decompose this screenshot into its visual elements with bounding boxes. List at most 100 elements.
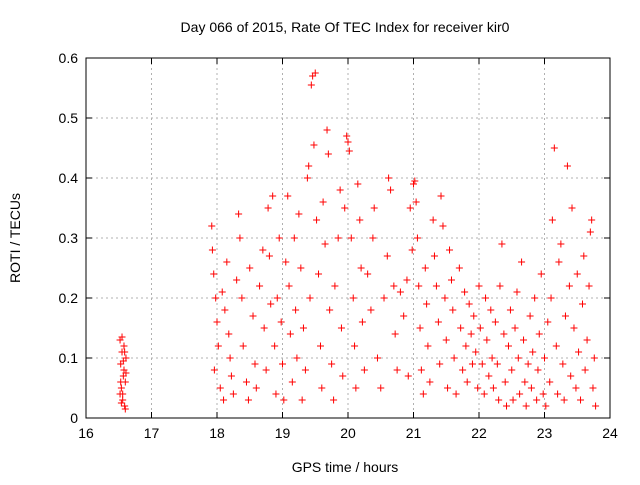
data-point <box>589 384 597 392</box>
data-point <box>444 384 452 392</box>
data-point <box>493 360 501 368</box>
data-point <box>284 192 292 200</box>
data-point <box>441 294 449 302</box>
data-point <box>447 276 455 284</box>
y-tick-label: 0.1 <box>59 350 79 366</box>
data-point <box>301 366 309 374</box>
data-point <box>489 384 497 392</box>
data-point <box>393 366 401 374</box>
data-point <box>534 366 542 374</box>
data-point <box>262 366 270 374</box>
data-point <box>485 372 493 380</box>
data-point <box>369 234 377 242</box>
x-tick-label: 23 <box>537 425 553 441</box>
data-point <box>297 264 305 272</box>
data-point <box>383 252 391 260</box>
y-axis-label: ROTI / TECUs <box>7 193 23 283</box>
data-point <box>269 192 277 200</box>
data-point <box>337 324 345 332</box>
data-point <box>256 282 264 290</box>
data-point <box>450 354 458 362</box>
data-point <box>216 384 224 392</box>
data-point <box>121 348 129 356</box>
data-point <box>330 396 338 404</box>
x-tick-label: 20 <box>340 425 356 441</box>
data-point <box>548 216 556 224</box>
data-point <box>324 150 332 158</box>
data-point <box>461 288 469 296</box>
data-point <box>235 210 243 218</box>
data-point <box>226 354 234 362</box>
data-point <box>572 384 580 392</box>
data-point <box>560 396 568 404</box>
data-point <box>415 282 423 290</box>
data-point <box>567 372 575 380</box>
data-point <box>408 246 416 254</box>
data-point <box>218 288 226 296</box>
data-point <box>242 378 250 386</box>
data-point <box>472 348 480 356</box>
data-point <box>214 342 222 350</box>
data-point <box>467 330 475 338</box>
data-point <box>119 396 127 404</box>
data-point <box>259 246 267 254</box>
data-points <box>116 69 600 413</box>
x-tick-label: 17 <box>144 425 160 441</box>
data-point <box>356 216 364 224</box>
data-point <box>370 204 378 212</box>
data-point <box>430 252 438 260</box>
data-point <box>410 180 417 188</box>
data-point <box>271 342 279 350</box>
data-point <box>561 312 569 320</box>
data-point <box>527 384 535 392</box>
data-point <box>501 378 509 386</box>
data-point <box>347 234 355 242</box>
data-point <box>568 204 576 212</box>
data-point <box>542 402 550 410</box>
data-point <box>396 288 404 296</box>
data-point <box>476 324 484 332</box>
data-point <box>380 294 388 302</box>
data-point <box>118 333 126 341</box>
data-point <box>524 360 532 368</box>
data-point <box>326 306 334 314</box>
data-point <box>299 324 307 332</box>
data-point <box>590 354 598 362</box>
data-point <box>585 282 593 290</box>
data-point <box>436 360 444 368</box>
data-point <box>208 246 216 254</box>
data-point <box>457 324 465 332</box>
data-point <box>352 384 360 392</box>
data-point <box>482 294 490 302</box>
data-point <box>121 402 129 410</box>
data-point <box>331 282 339 290</box>
data-point <box>424 342 432 350</box>
data-point <box>390 282 398 290</box>
data-point <box>336 186 344 194</box>
data-point <box>238 294 246 302</box>
data-point <box>522 402 530 410</box>
data-point <box>539 390 547 398</box>
data-point <box>544 318 552 326</box>
data-point <box>400 312 408 320</box>
data-point <box>442 336 450 344</box>
data-point <box>306 294 314 302</box>
data-point <box>251 360 259 368</box>
data-point <box>529 348 537 356</box>
data-point <box>233 276 241 284</box>
data-point <box>417 366 425 374</box>
data-point <box>303 174 311 182</box>
data-point <box>285 282 293 290</box>
data-point <box>533 396 541 404</box>
data-point <box>419 390 427 398</box>
data-point <box>437 192 445 200</box>
data-point <box>580 252 588 260</box>
data-point <box>272 390 280 398</box>
data-point <box>265 252 273 260</box>
data-point <box>334 234 342 242</box>
data-point <box>487 306 495 314</box>
data-point <box>277 318 285 326</box>
data-point <box>321 240 329 248</box>
data-point <box>351 342 359 350</box>
